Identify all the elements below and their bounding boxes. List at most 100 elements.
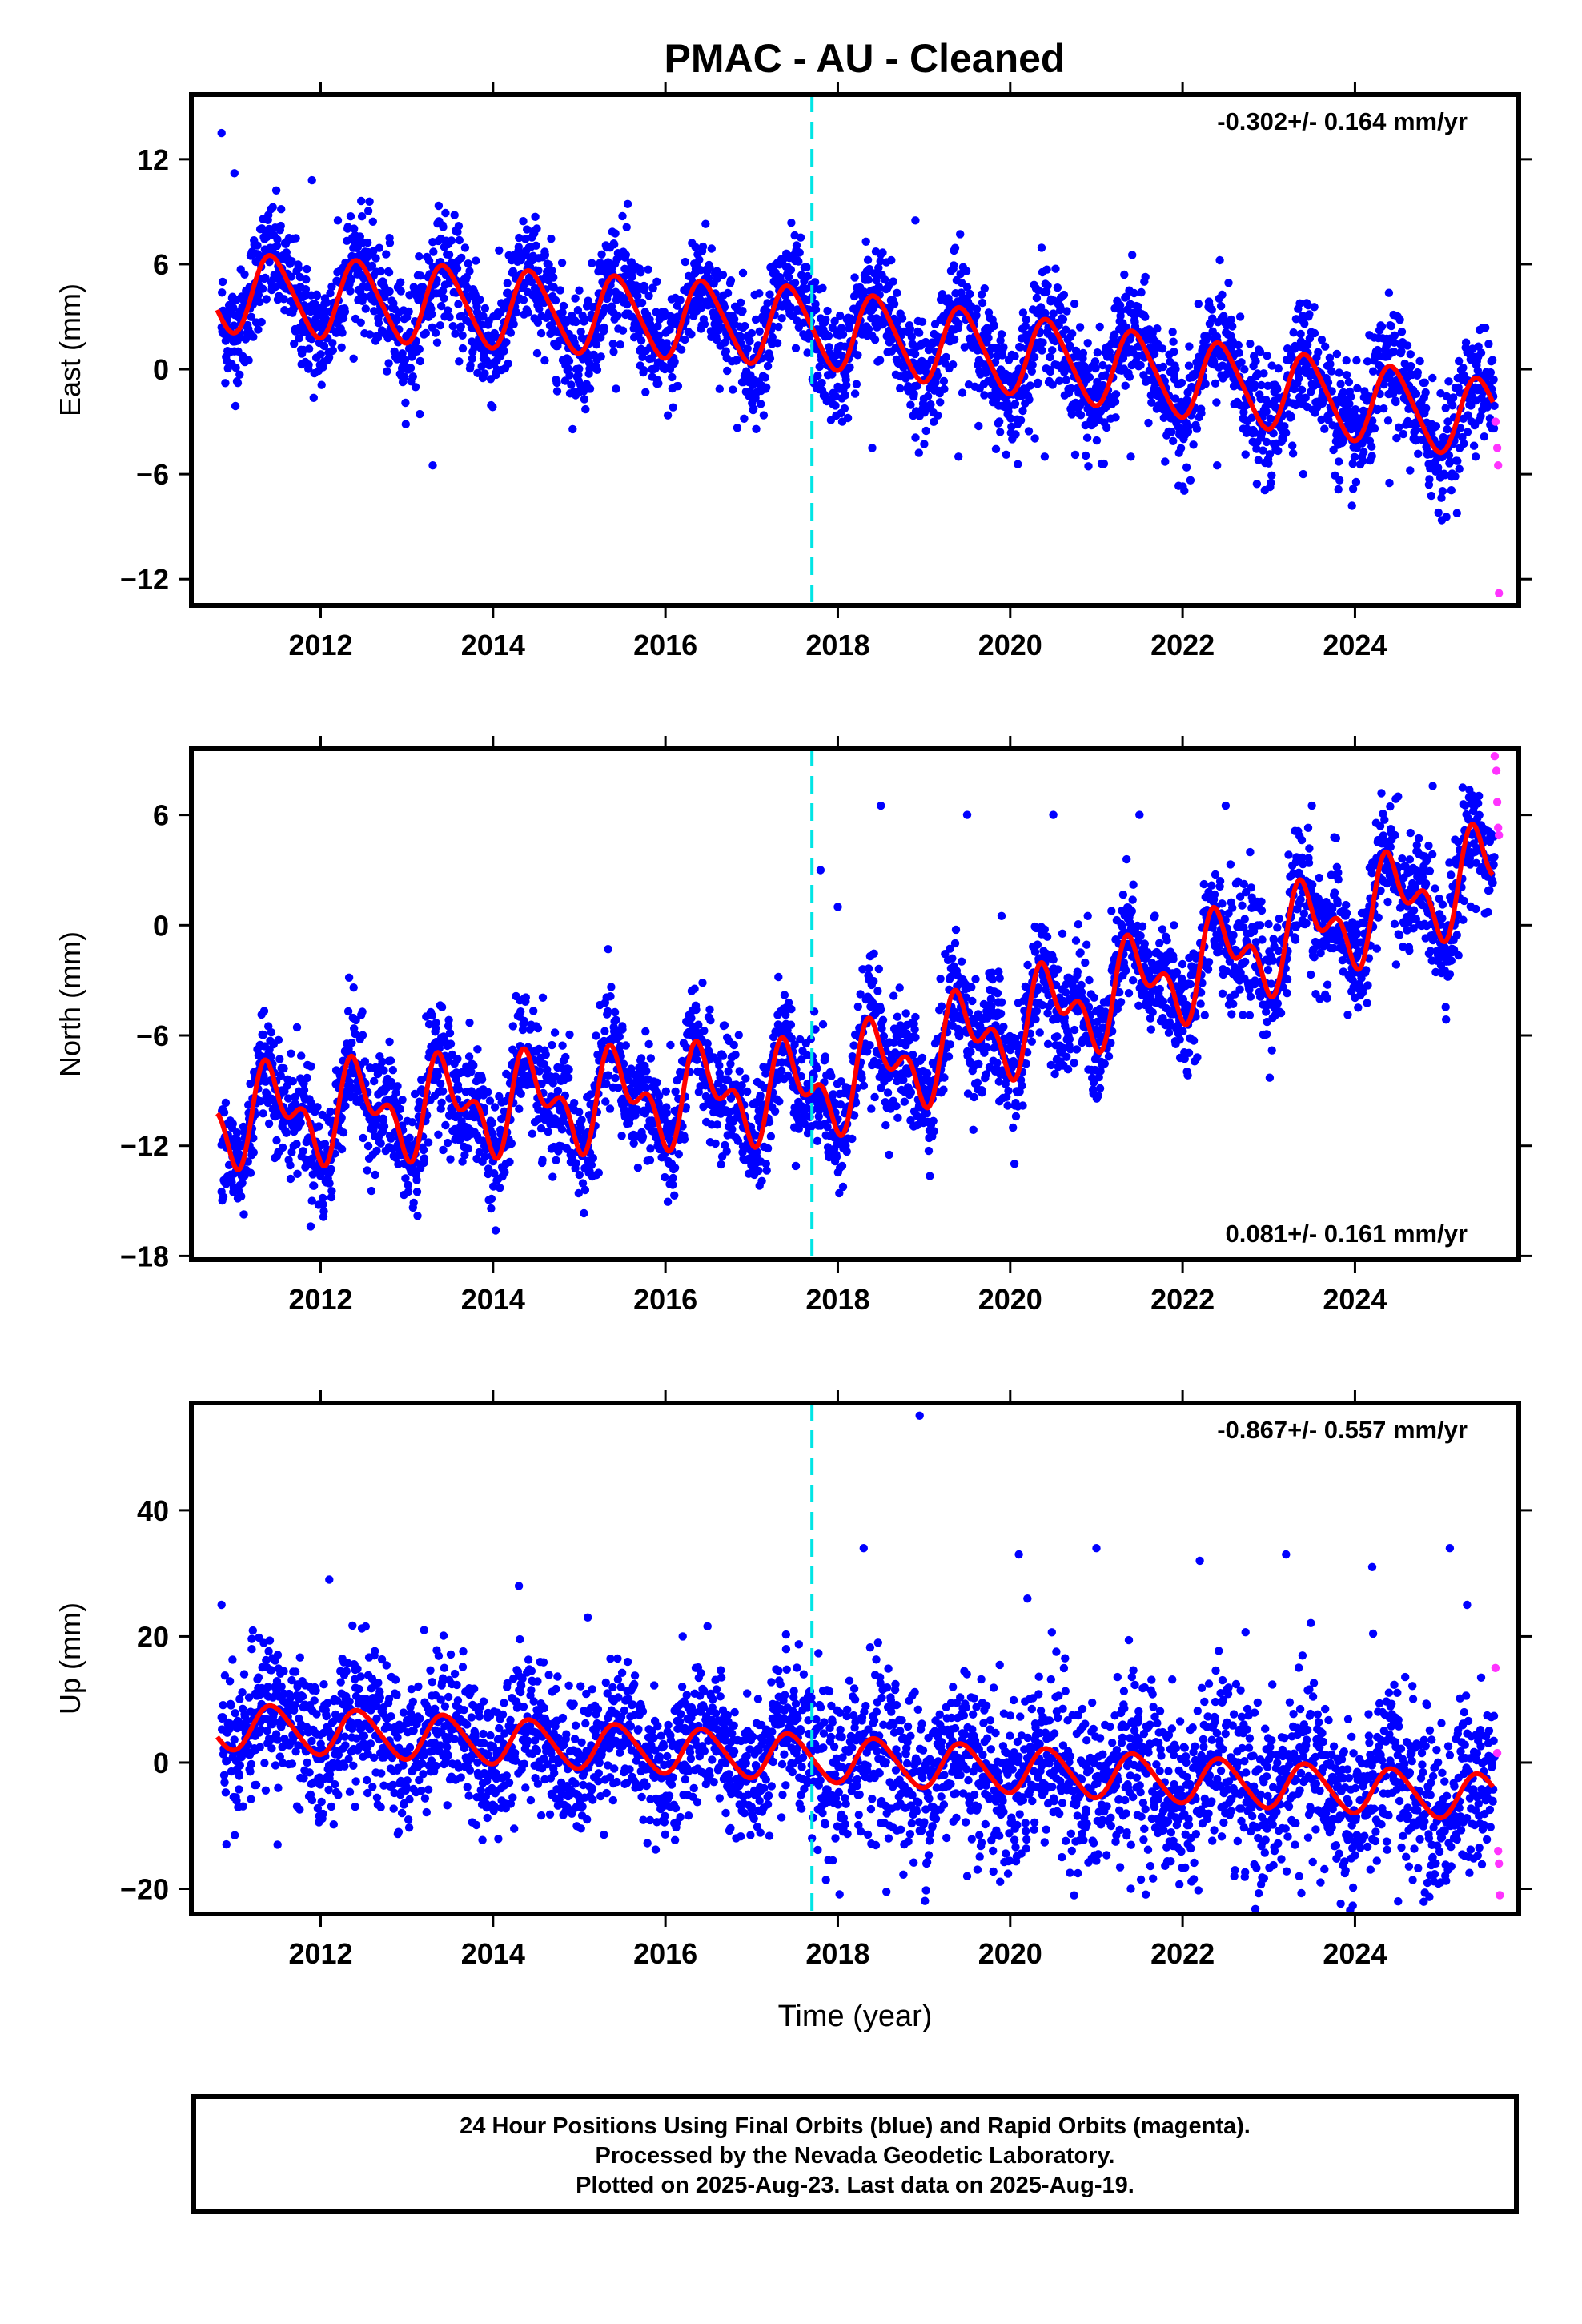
north-point (347, 1039, 356, 1047)
east-point (532, 348, 542, 358)
east-point (1227, 315, 1236, 324)
east-point (458, 344, 468, 353)
east-point (1141, 272, 1150, 282)
east-point (365, 197, 374, 206)
east-point (500, 347, 508, 356)
east-point (1032, 293, 1042, 303)
east-point (1469, 441, 1479, 450)
north-point (415, 1097, 424, 1106)
east-point (1489, 424, 1499, 433)
east-point (677, 345, 686, 354)
east-point (1280, 422, 1289, 431)
north-point (439, 1145, 448, 1155)
north-point (291, 1092, 299, 1102)
north-point (713, 1120, 722, 1129)
north-point (379, 1116, 388, 1124)
east-point (638, 352, 647, 361)
north-point (642, 1067, 651, 1076)
east-point (736, 332, 745, 340)
east-point (1325, 353, 1335, 362)
east-point (317, 380, 326, 389)
north-point (275, 1055, 284, 1063)
east-point (1201, 380, 1210, 388)
east-point (1377, 322, 1387, 331)
east-point (1339, 388, 1348, 397)
east-point (411, 348, 420, 356)
north-point (592, 1031, 600, 1040)
east-point (357, 196, 366, 206)
north-point (580, 1185, 590, 1195)
north-point (757, 1176, 766, 1186)
east-point (1359, 456, 1367, 465)
north-point (325, 1179, 334, 1188)
east-point (995, 417, 1004, 426)
east-point (974, 421, 983, 431)
east-point (304, 344, 314, 353)
east-point (996, 428, 1005, 436)
east-point (823, 306, 832, 316)
east-panel: 2012 2014 2016 2018 2020 2022 2024−12−60612Eas… (54, 82, 1532, 661)
east-point (429, 247, 438, 256)
north-point (491, 1226, 500, 1235)
north-point (267, 1052, 275, 1061)
east-point (1167, 428, 1176, 436)
east-point (1239, 408, 1248, 416)
north-point (722, 1147, 731, 1156)
north-point (286, 1160, 295, 1170)
north-point (434, 1130, 443, 1140)
east-point (815, 362, 824, 372)
east-point (455, 235, 464, 245)
east-point (401, 420, 410, 428)
east-point (466, 361, 475, 370)
east-point (1359, 448, 1368, 456)
east-point (1431, 422, 1441, 431)
east-point (1379, 380, 1389, 389)
east-point (396, 278, 405, 287)
east-point (254, 291, 263, 300)
north-point (715, 1061, 724, 1070)
east-point (743, 344, 752, 353)
north-point (570, 1099, 579, 1108)
east-point (367, 261, 377, 271)
east-point (1326, 360, 1335, 368)
east-point (1125, 372, 1134, 381)
east-point (359, 274, 368, 283)
east-point (373, 333, 383, 342)
east-point (575, 364, 584, 373)
east-point (757, 400, 765, 408)
north-point (292, 1023, 302, 1032)
east-point (715, 384, 724, 393)
east-point (913, 381, 922, 390)
east-point (636, 336, 646, 345)
east-point (1158, 344, 1167, 353)
east-point (1250, 380, 1259, 389)
east-point (876, 356, 885, 364)
east-point (841, 391, 850, 400)
east-point (875, 283, 884, 292)
east-point (1353, 384, 1362, 392)
east-point (1053, 283, 1062, 292)
north-point (278, 1143, 287, 1152)
east-point (1266, 414, 1275, 423)
east-point (1207, 305, 1216, 314)
north-point (259, 1109, 267, 1118)
east-point (1415, 356, 1424, 366)
east-point (930, 417, 938, 426)
east-point (654, 379, 663, 388)
north-point (299, 1085, 309, 1095)
east-point (794, 257, 803, 266)
east-point (958, 388, 967, 397)
east-point (803, 271, 813, 281)
east-point (796, 233, 805, 242)
east-point (1297, 385, 1307, 394)
east-point (1042, 265, 1051, 274)
east-point (1291, 315, 1301, 324)
east-point (914, 448, 924, 457)
north-point (669, 1173, 677, 1183)
north-point (237, 1192, 246, 1201)
east-point (864, 275, 873, 284)
north-point (297, 1051, 306, 1060)
east-point (673, 381, 683, 391)
east-point (1066, 341, 1074, 350)
east-point (1136, 360, 1145, 370)
